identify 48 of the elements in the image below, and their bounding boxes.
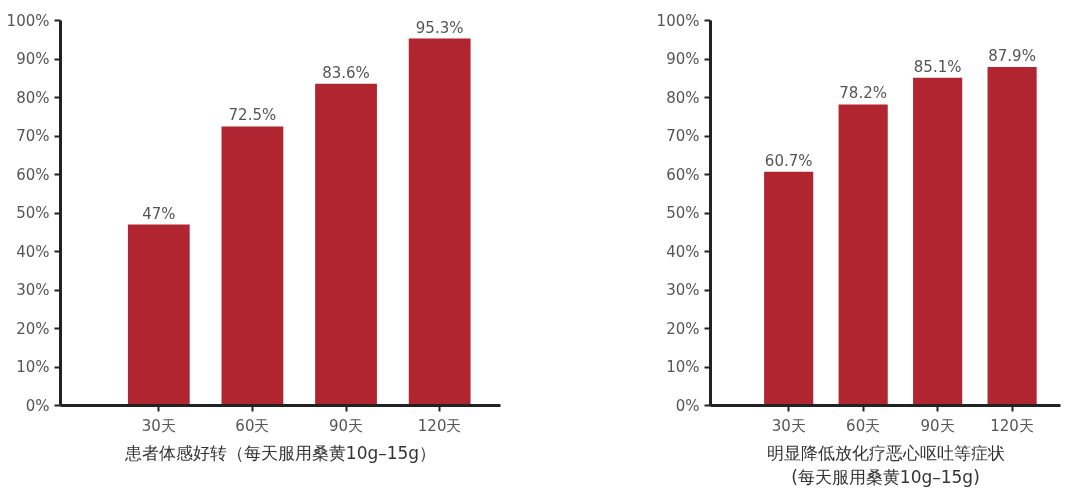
- y-tick-label: 90%: [666, 50, 700, 68]
- x-tick-label: 120天: [417, 416, 462, 435]
- y-tick-label: 10%: [16, 358, 50, 376]
- y-tick-label: 40%: [666, 242, 700, 261]
- data-label: 72.5%: [228, 106, 277, 125]
- x-tick-label: 30天: [141, 416, 176, 435]
- y-tick-label: 100%: [656, 11, 700, 30]
- y-tick-label: 70%: [16, 127, 50, 145]
- bar: [127, 224, 190, 406]
- bar: [987, 67, 1037, 406]
- x-tick-label: 60天: [846, 416, 881, 435]
- x-tick-label: 30天: [771, 416, 806, 435]
- y-tick-label: 20%: [16, 319, 50, 338]
- x-axis-title: 患者体感好转（每天服用桑黄10g–15g）: [123, 442, 437, 463]
- bar: [838, 104, 888, 406]
- data-label: 83.6%: [322, 63, 370, 82]
- bar: [315, 83, 377, 406]
- data-label: 60.7%: [764, 151, 813, 170]
- y-tick-label: 60%: [16, 165, 50, 184]
- y-tick-label: 10%: [666, 358, 700, 376]
- data-label: 85.1%: [913, 57, 962, 76]
- y-tick-label: 0%: [25, 396, 50, 415]
- data-label: 95.3%: [415, 18, 464, 37]
- y-tick-label: 0%: [675, 396, 700, 415]
- bar: [764, 171, 814, 406]
- data-label: 78.2%: [839, 84, 887, 103]
- y-tick-label: 100%: [6, 11, 50, 30]
- y-tick-label: 60%: [666, 165, 700, 184]
- x-tick-label: 90天: [920, 416, 955, 435]
- bar: [221, 126, 284, 406]
- y-tick-label: 20%: [666, 319, 700, 338]
- y-tick-label: 30%: [16, 281, 50, 299]
- x-axis-title: 明显降低放化疗恶心呕吐等症状 (每天服用桑黄10g–15g): [766, 442, 1005, 487]
- bar: [913, 77, 963, 406]
- x-tick-label: 60天: [235, 416, 270, 435]
- data-label: 47%: [142, 204, 176, 223]
- y-tick-label: 40%: [16, 242, 50, 261]
- x-tick-label: 90天: [328, 416, 364, 435]
- y-tick-label: 90%: [16, 50, 50, 68]
- y-tick-label: 30%: [666, 281, 700, 299]
- x-tick-label: 120天: [990, 416, 1034, 435]
- bar: [408, 38, 471, 406]
- data-label: 87.9%: [988, 47, 1036, 66]
- y-tick-label: 50%: [666, 204, 700, 222]
- y-tick-label: 70%: [666, 127, 700, 145]
- y-tick-label: 80%: [16, 88, 50, 107]
- y-tick-label: 50%: [16, 204, 50, 222]
- y-tick-label: 80%: [666, 88, 700, 107]
